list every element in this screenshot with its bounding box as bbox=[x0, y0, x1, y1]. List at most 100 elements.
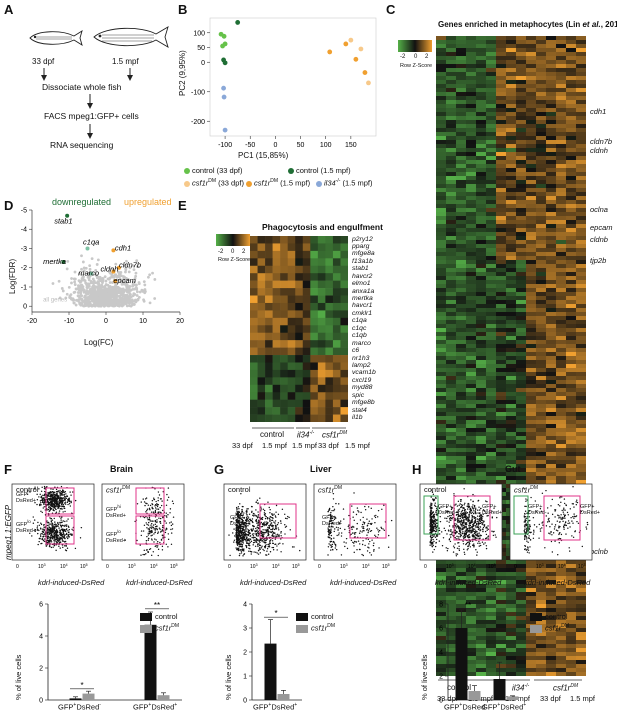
heatmap-c-cell bbox=[576, 448, 586, 453]
heatmap-e-cell bbox=[280, 414, 288, 422]
heatmap-e-cell bbox=[257, 392, 266, 400]
heatmap-c-cell bbox=[566, 168, 577, 173]
heatmap-c-cell bbox=[546, 376, 557, 381]
heatmap-c-cell bbox=[546, 64, 557, 69]
heatmap-c-cell bbox=[476, 472, 487, 477]
heatmap-e-cell bbox=[287, 377, 296, 386]
heatmap-c-cell bbox=[446, 100, 457, 105]
heatmap-c-cell bbox=[526, 600, 537, 605]
volcano-ytick-label: -5 bbox=[21, 208, 27, 215]
flow-event bbox=[150, 531, 152, 534]
gate-gfp-hi bbox=[45, 487, 75, 515]
heatmap-e-cell bbox=[272, 369, 281, 378]
heatmap-c-cell bbox=[526, 60, 537, 65]
heatmap-c-cell bbox=[506, 580, 517, 585]
heatmap-c-cell bbox=[536, 160, 547, 165]
heatmap-c-cell bbox=[476, 160, 487, 165]
heatmap-c-cell bbox=[436, 424, 447, 429]
heatmap-c-cell bbox=[536, 360, 547, 365]
heatmap-e-cell bbox=[250, 384, 258, 393]
flow-event bbox=[54, 538, 56, 540]
heatmap-c-cell bbox=[446, 88, 457, 93]
heatmap-c-cell bbox=[556, 592, 567, 597]
heatmap-c-cell bbox=[556, 564, 567, 569]
panel-label-d: D bbox=[4, 198, 14, 213]
heatmap-c-cell bbox=[496, 112, 507, 117]
heatmap-c-cell bbox=[546, 628, 557, 633]
heatmap-e-cell bbox=[257, 236, 266, 244]
heatmap-c-cell bbox=[466, 664, 477, 669]
heatmap-c-cell bbox=[466, 56, 477, 61]
heatmap-c-cell bbox=[546, 472, 557, 477]
heatmap-c-cell bbox=[536, 152, 547, 157]
heatmap-c-cell bbox=[496, 244, 507, 249]
heatmap-c-cell bbox=[476, 156, 487, 161]
volcano-bg-point bbox=[95, 300, 99, 303]
heatmap-c-cell bbox=[536, 568, 547, 573]
flow-event bbox=[134, 520, 136, 523]
heatmap-e-cell bbox=[332, 250, 341, 259]
heatmap-c-cell bbox=[576, 180, 586, 185]
volcano-bg-point bbox=[96, 287, 100, 290]
heatmap-c-cell bbox=[476, 388, 487, 393]
heatmap-c-cell bbox=[576, 100, 586, 105]
heatmap-c-cell bbox=[446, 608, 457, 613]
heatmap-c-cell bbox=[446, 340, 457, 345]
heatmap-e-cell bbox=[302, 369, 311, 378]
heatmap-c-cell bbox=[456, 252, 467, 257]
heatmap-e-cell bbox=[250, 369, 258, 378]
volcano-bg-point bbox=[87, 290, 91, 294]
heatmap-c-cell bbox=[546, 124, 557, 129]
heatmap-c-cell bbox=[446, 308, 457, 313]
heatmap-c-cell bbox=[576, 568, 586, 573]
heatmap-c-cell bbox=[516, 672, 527, 676]
flow-event bbox=[171, 500, 174, 502]
heatmap-c-cell bbox=[536, 392, 547, 397]
flow-event bbox=[32, 522, 35, 524]
heatmap-c-cell bbox=[506, 656, 517, 661]
heatmap-c-cell bbox=[536, 376, 547, 381]
heatmap-c-cell bbox=[546, 280, 557, 285]
heatmap-c-cell bbox=[566, 240, 577, 245]
heatmap-c-cell bbox=[506, 388, 517, 393]
heatmap-c-cell bbox=[526, 360, 537, 365]
heatmap-c-cell bbox=[506, 604, 517, 609]
heatmap-c-cell bbox=[486, 396, 497, 401]
heatmap-c-cell bbox=[496, 404, 507, 409]
flow-event bbox=[158, 517, 160, 519]
heatmap-c-cell bbox=[466, 324, 477, 329]
heatmap-e-cell bbox=[325, 392, 334, 400]
heatmap-c-cell bbox=[466, 176, 477, 181]
heatmap-c-cell bbox=[526, 248, 537, 253]
heatmap-c-cell bbox=[526, 280, 537, 285]
heatmap-c-cell bbox=[476, 456, 487, 461]
volcano-bg-point bbox=[92, 279, 96, 283]
heatmap-c-cell bbox=[446, 160, 457, 165]
heatmap-c-cell bbox=[486, 44, 497, 49]
heatmap-c-cell bbox=[496, 188, 507, 193]
heatmap-c-cell bbox=[526, 672, 537, 676]
heatmap-c-cell bbox=[566, 276, 577, 281]
heatmap-c-cell bbox=[546, 576, 557, 581]
flow-event bbox=[59, 489, 61, 492]
heatmap-c-cell bbox=[456, 36, 467, 41]
volcano-bg-point bbox=[80, 254, 83, 258]
volcano-bg-point bbox=[76, 284, 80, 288]
heatmap-c-cell bbox=[526, 392, 537, 397]
heatmap-e-cell bbox=[340, 236, 348, 244]
heatmap-c-cell bbox=[556, 280, 567, 285]
h-xlabel-1: kdrl-induced-DsRed bbox=[435, 578, 502, 587]
heatmap-e-cell bbox=[310, 377, 319, 386]
volcano-bg-point bbox=[114, 297, 118, 301]
heatmap-c-cell bbox=[476, 652, 487, 657]
heatmap-c-cell bbox=[446, 292, 457, 297]
flow-event bbox=[53, 526, 56, 529]
heatmap-c-cell bbox=[526, 292, 537, 297]
heatmap-c-cell bbox=[526, 476, 537, 481]
heatmap-c-cell bbox=[506, 296, 517, 301]
heatmap-c-cell bbox=[526, 560, 537, 565]
heatmap-c-cell bbox=[546, 588, 557, 593]
c-age-2: 1.5 mpf bbox=[468, 694, 494, 703]
heatmap-c-cell bbox=[546, 320, 557, 325]
flow-event bbox=[155, 539, 157, 541]
